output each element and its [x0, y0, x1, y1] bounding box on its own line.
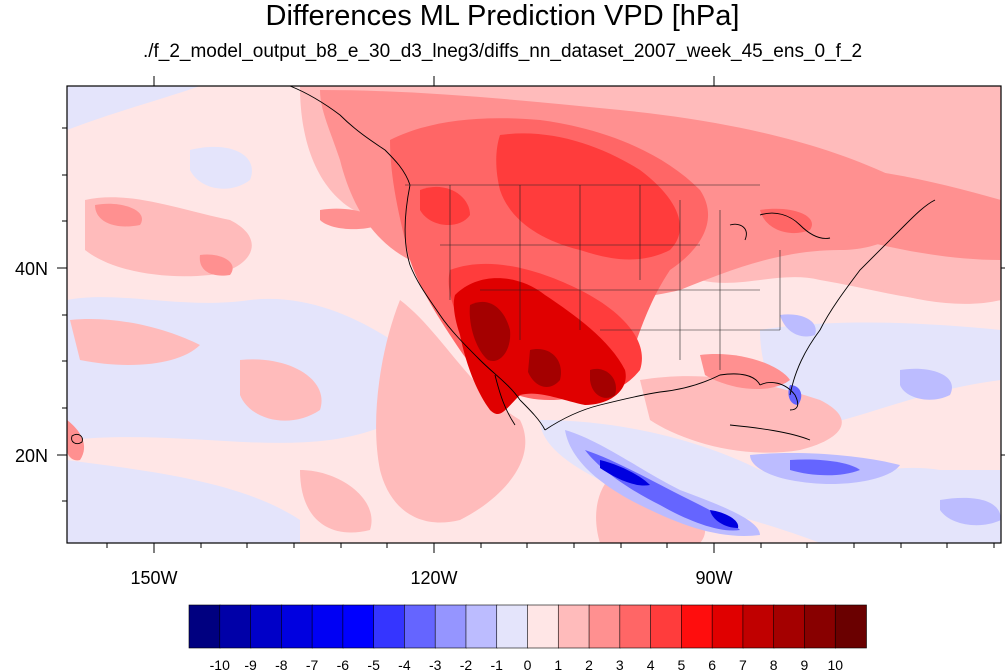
colorbar-swatch [434, 604, 467, 649]
colorbar-swatch [527, 604, 560, 649]
colorbar-swatch [742, 604, 775, 649]
lon-label-90w: 90W [695, 568, 732, 588]
colorbar-label: 5 [677, 657, 685, 672]
colorbar-label: -4 [398, 657, 411, 672]
field-blue-strong [600, 460, 739, 528]
colorbar-label: -2 [460, 657, 473, 672]
colorbar-label: 8 [770, 657, 778, 672]
colorbar-label: -6 [337, 657, 350, 672]
colorbar-swatch [250, 604, 283, 649]
colorbar-swatch [711, 604, 744, 649]
colorbar-swatch [311, 604, 344, 649]
field-darkest-red [469, 301, 616, 398]
colorbar-label: -1 [491, 657, 504, 672]
axis-ticks [57, 76, 1005, 553]
colorbar-swatch [650, 604, 683, 649]
colorbar-label: 10 [827, 657, 843, 672]
colorbar: -10 -9 -8 -7 -6 -5 -4 -3 -2 -1 0 1 2 3 4 5 6 7 8 9 10 [188, 604, 867, 672]
colorbar-swatch [465, 604, 498, 649]
colorbar-label: 2 [585, 657, 593, 672]
map-subtitle: ./f_2_model_output_b8_e_30_d3_lneg3/diff… [142, 41, 863, 62]
colorbar-swatch [281, 604, 313, 649]
colorbar-label: 1 [554, 657, 562, 672]
colorbar-label: 7 [739, 657, 747, 672]
colorbar-label: -9 [244, 657, 257, 672]
colorbar-swatch [342, 604, 375, 649]
colorbar-swatch [773, 604, 806, 649]
colorbar-label: 3 [616, 657, 624, 672]
colorbar-swatch [834, 604, 867, 649]
colorbar-swatch [404, 604, 436, 649]
map-field [67, 86, 1001, 543]
colorbar-label: 0 [524, 657, 532, 672]
colorbar-label: 4 [647, 657, 655, 672]
colorbar-label: -8 [275, 657, 288, 672]
colorbar-swatch [188, 604, 221, 649]
colorbar-swatch [557, 604, 590, 649]
colorbar-swatch [373, 604, 406, 649]
colorbar-label: -7 [306, 657, 319, 672]
colorbar-label: -3 [429, 657, 442, 672]
colorbar-swatch [681, 604, 713, 649]
colorbar-swatch [496, 604, 529, 649]
colorbar-label: 6 [708, 657, 716, 672]
coastlines [71, 86, 936, 445]
map-title: Differences ML Prediction VPD [hPa] [265, 0, 740, 32]
colorbar-label: -10 [210, 657, 230, 672]
lat-label-40n: 40N [15, 259, 48, 279]
colorbar-swatch [588, 604, 621, 649]
colorbar-swatch [619, 604, 652, 649]
colorbar-label: -5 [367, 657, 380, 672]
lon-label-150w: 150W [130, 568, 177, 588]
lat-label-20n: 20N [15, 446, 48, 466]
colorbar-label: 9 [801, 657, 809, 672]
lon-label-120w: 120W [410, 568, 457, 588]
colorbar-swatch [219, 604, 252, 649]
state-borders [405, 184, 781, 370]
colorbar-swatch [804, 604, 837, 649]
